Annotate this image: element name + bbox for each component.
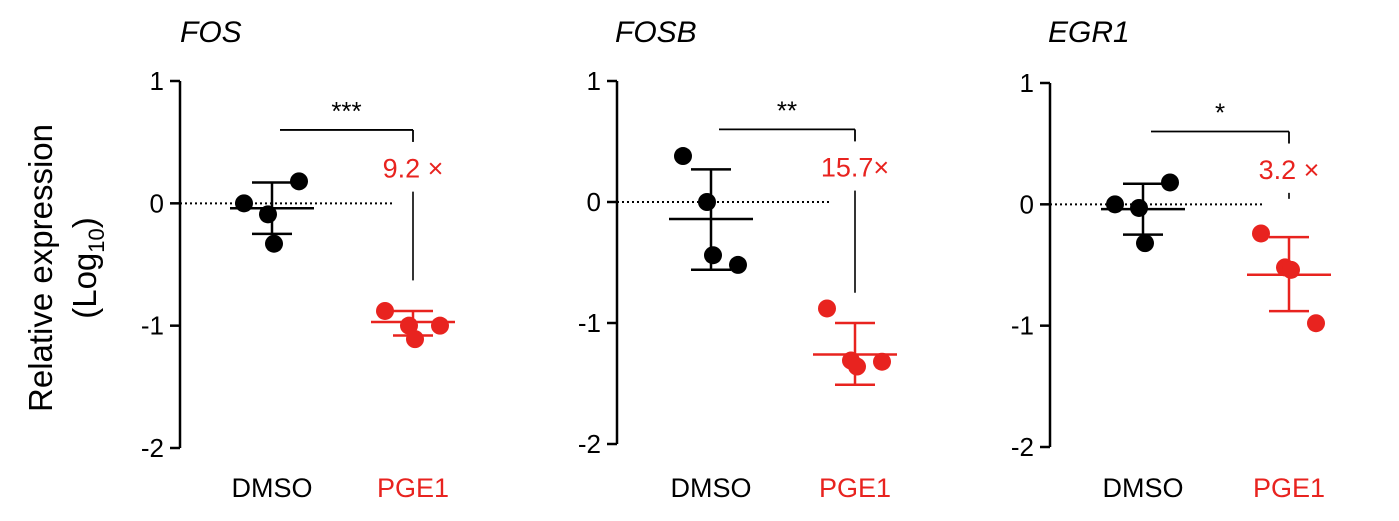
y-tick-label: 1 <box>587 66 601 96</box>
panel-title: FOS <box>180 16 242 49</box>
y-tick-label: 1 <box>150 66 164 96</box>
series-pge1 <box>371 301 455 349</box>
y-tick-label: 1 <box>1020 68 1034 98</box>
y-axis-title-line1: Relative expression <box>22 124 59 412</box>
data-point <box>848 357 866 376</box>
category-label: DMSO <box>671 473 752 503</box>
y-tick-label: 0 <box>150 188 164 218</box>
category-label: DMSO <box>232 473 313 503</box>
y-axis-title: Relative expression (Log10) <box>22 124 109 412</box>
category-label: DMSO <box>1103 473 1184 503</box>
chart-panel-egr1: EGR1 1 0 -1 -2 DMSO PGE1 * 3.2 × <box>1011 16 1331 503</box>
data-point <box>1130 198 1148 217</box>
y-axis-title-suffix: ) <box>66 217 103 228</box>
data-point <box>406 330 424 349</box>
fold-change-label: 9.2 × <box>383 154 444 184</box>
data-point <box>1136 234 1154 253</box>
significance-label: *** <box>331 96 361 126</box>
y-axis-title-line2: (Log10) <box>66 217 109 319</box>
y-tick-label: 0 <box>1020 189 1034 219</box>
y-tick-label: -2 <box>1011 432 1034 462</box>
y-axis-title-subscript: 10 <box>84 228 109 252</box>
y-tick-label: 0 <box>587 187 601 217</box>
significance-label: ** <box>777 95 797 125</box>
data-point <box>1252 224 1270 243</box>
category-label: PGE1 <box>377 473 449 503</box>
fold-change-label: 15.7× <box>821 153 889 183</box>
data-point <box>873 352 891 371</box>
y-tick-label: -1 <box>578 308 601 338</box>
y-tick-label: -2 <box>141 433 164 463</box>
series-dmso <box>1101 173 1185 253</box>
data-point <box>1307 314 1325 333</box>
series-dmso <box>669 147 753 274</box>
data-point <box>729 255 747 274</box>
data-point <box>698 193 716 211</box>
data-point <box>1161 173 1179 192</box>
panel-title: EGR1 <box>1048 16 1130 49</box>
series-dmso <box>230 172 314 253</box>
category-label: PGE1 <box>819 473 891 503</box>
significance-label: * <box>1215 98 1225 128</box>
data-point <box>259 205 277 224</box>
data-point <box>376 301 394 320</box>
data-point <box>400 316 418 335</box>
y-axis-title-prefix: (Log <box>66 253 103 319</box>
chart-panel-fos: FOS 1 0 -1 -2 DMSO PGE1 *** 9.2 × <box>141 16 455 503</box>
series-pge1 <box>813 299 897 386</box>
data-point <box>431 316 449 335</box>
y-tick-label: -1 <box>141 311 164 341</box>
data-point <box>290 172 308 191</box>
data-point <box>265 234 283 253</box>
chart-panel-fosb: FOSB 1 0 -1 -2 DMSO PGE1 ** 15.7× <box>578 16 897 503</box>
y-tick-label: -2 <box>578 429 601 459</box>
data-point <box>674 147 692 166</box>
data-point <box>1282 260 1300 279</box>
panel-title: FOSB <box>615 16 697 49</box>
y-tick-label: -1 <box>1011 311 1034 341</box>
category-label: PGE1 <box>1253 473 1325 503</box>
fold-change-label: 3.2 × <box>1259 155 1320 185</box>
series-pge1 <box>1247 224 1331 333</box>
data-point <box>235 194 253 213</box>
data-point <box>818 299 836 318</box>
data-point <box>1106 195 1124 214</box>
data-point <box>704 246 722 265</box>
